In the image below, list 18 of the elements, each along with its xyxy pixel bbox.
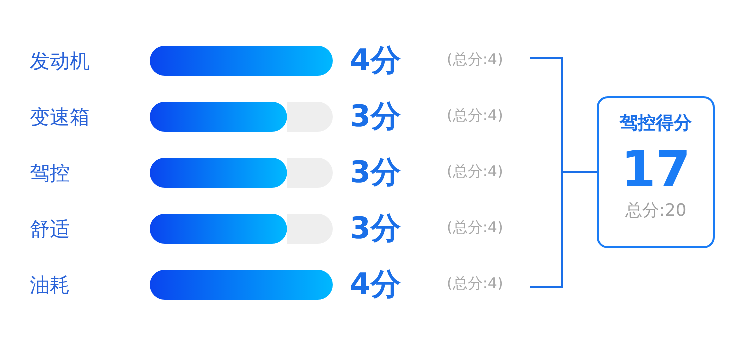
text: (总分:4) [447, 274, 504, 292]
data-label: 3分 [350, 212, 401, 246]
data-label: 3分 [350, 100, 401, 134]
text: 总分:20 [624, 201, 687, 221]
text: (总分:4) [447, 50, 504, 68]
y-tick-label: 油耗 [30, 273, 70, 297]
data-label: 3分 [350, 156, 401, 190]
y-tick-label: 发动机 [30, 49, 90, 73]
y-tick-label: 舒适 [30, 217, 70, 241]
y-tick-label: 变速箱 [30, 105, 90, 129]
text: 驾控得分 [619, 113, 693, 134]
text: (总分:4) [447, 162, 504, 180]
data-label: 4分 [350, 44, 401, 78]
text: (总分:4) [447, 106, 504, 124]
data-label: 4分 [350, 268, 401, 302]
text: 17 [621, 140, 691, 198]
y-tick-label: 驾控 [30, 161, 70, 185]
text: (总分:4) [447, 218, 504, 236]
